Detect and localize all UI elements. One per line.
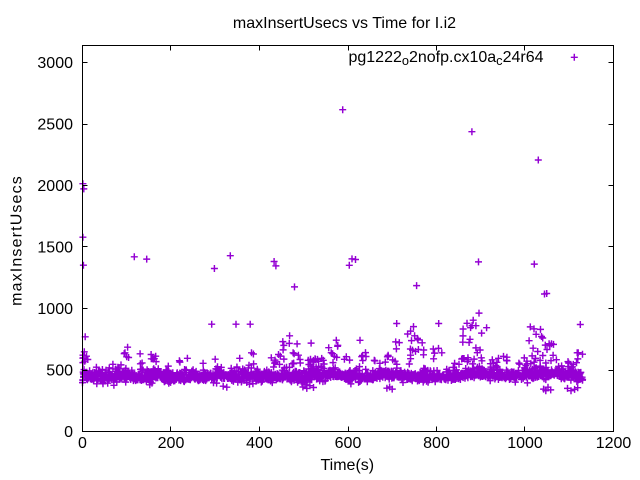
svg-text:1000: 1000 [507, 435, 543, 452]
svg-text:600: 600 [335, 435, 362, 452]
svg-text:200: 200 [158, 435, 185, 452]
svg-text:0: 0 [64, 424, 73, 441]
svg-text:0: 0 [78, 435, 87, 452]
svg-text:2000: 2000 [37, 178, 73, 195]
svg-text:2500: 2500 [37, 117, 73, 134]
svg-text:1200: 1200 [596, 435, 632, 452]
svg-text:maxInsertUsecs vs Time for I.i: maxInsertUsecs vs Time for I.i2 [233, 15, 456, 32]
svg-text:800: 800 [423, 435, 450, 452]
svg-text:400: 400 [246, 435, 273, 452]
svg-text:1500: 1500 [37, 240, 73, 257]
svg-text:maxInsertUsecs: maxInsertUsecs [9, 175, 26, 306]
svg-text:3000: 3000 [37, 55, 73, 72]
svg-text:Time(s): Time(s) [320, 457, 374, 474]
svg-text:1000: 1000 [37, 301, 73, 318]
svg-text:500: 500 [46, 363, 73, 380]
svg-text:pg1222o2nofp.cx10ac24r64: pg1222o2nofp.cx10ac24r64 [348, 49, 543, 68]
